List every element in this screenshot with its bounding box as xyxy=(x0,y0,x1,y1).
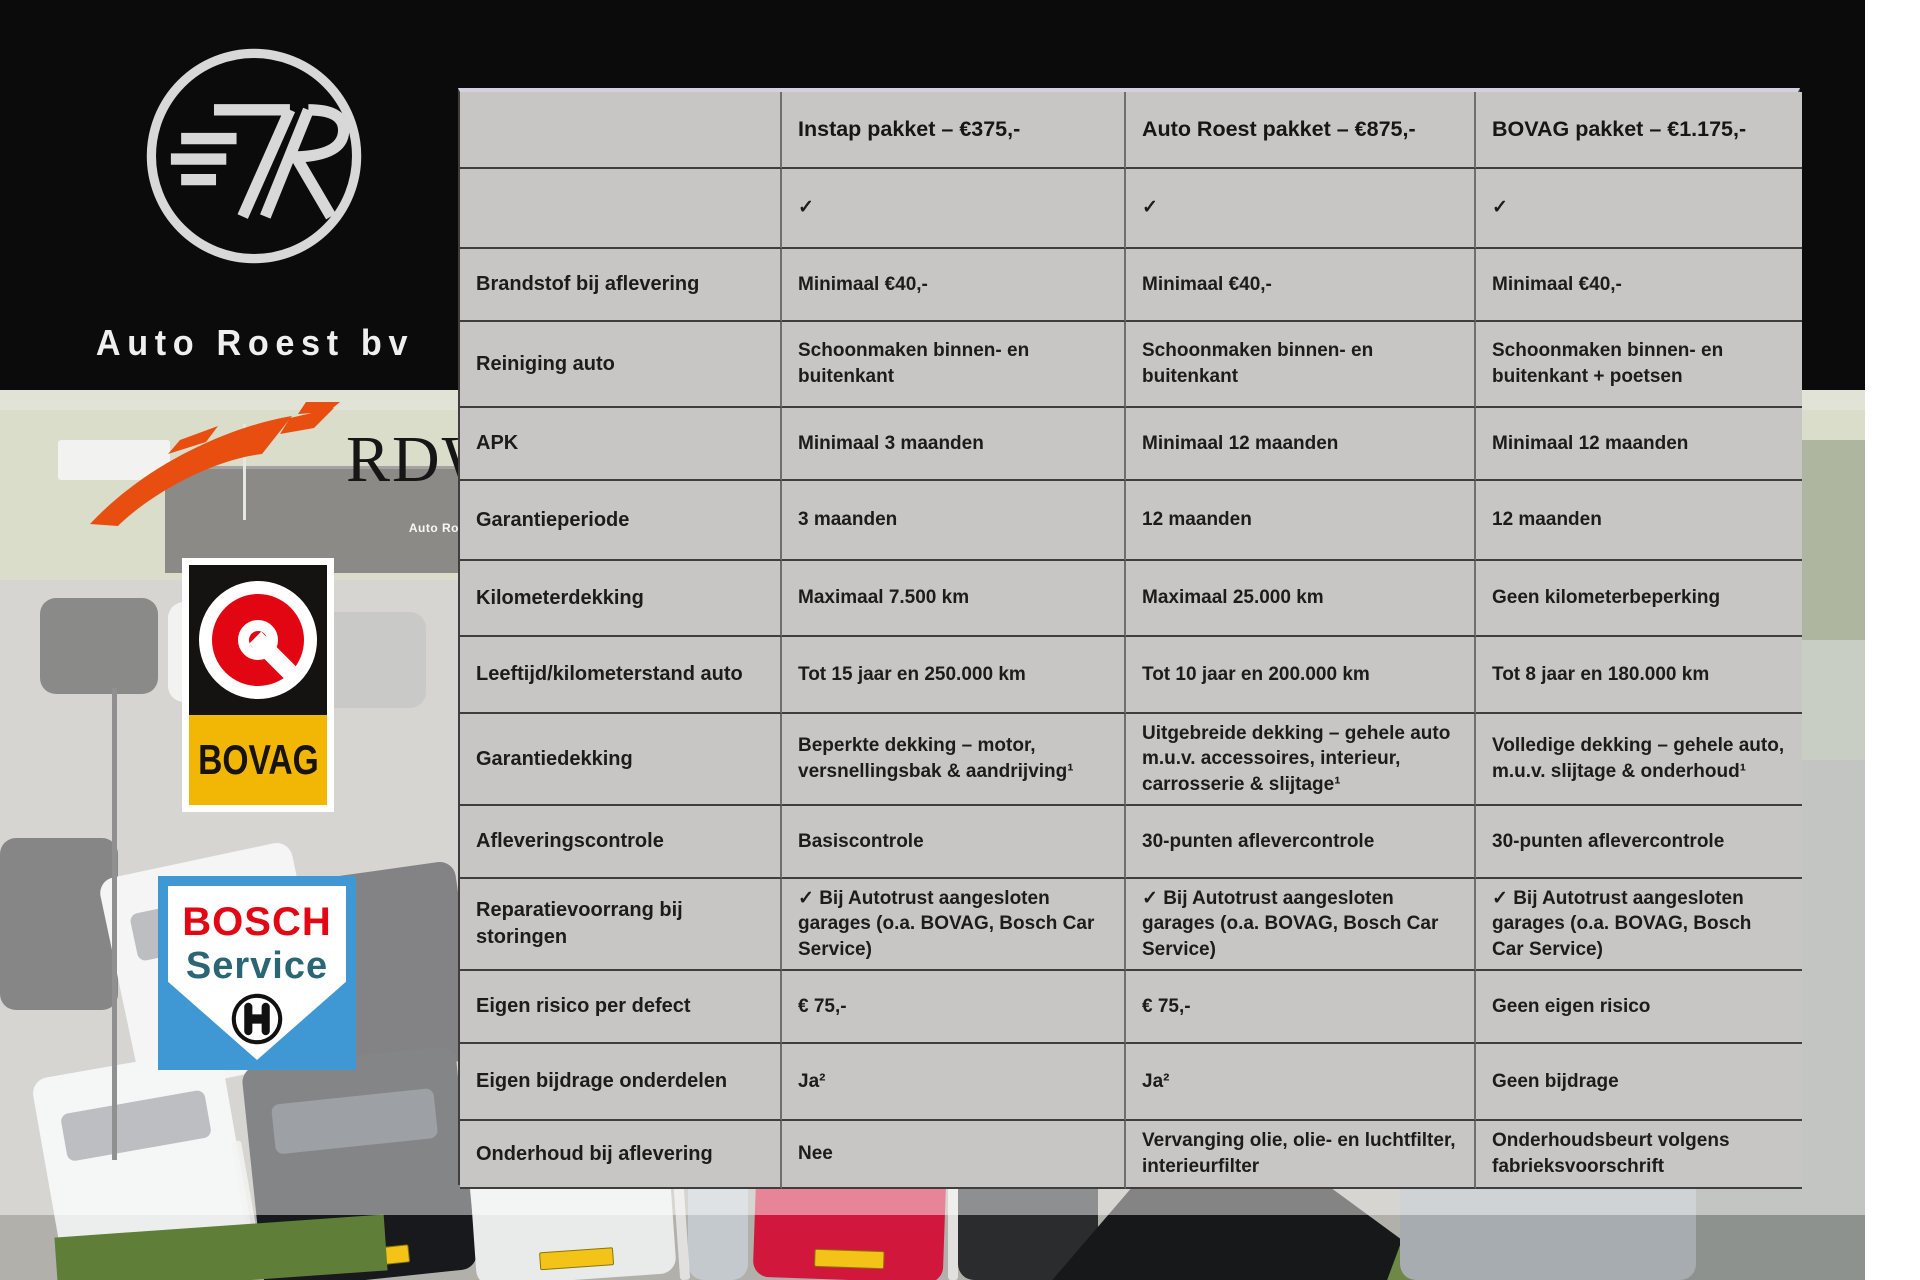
table-corner-cell xyxy=(460,92,782,169)
row-label-cell: Kilometerdekking xyxy=(460,561,782,637)
value-cell: ✓ Bij Autotrust aangesloten garages (o.a… xyxy=(782,879,1126,971)
row-label-cell: Garantieperiode xyxy=(460,481,782,561)
row-label-cell: APK xyxy=(460,408,782,481)
value-cell: Basiscontrole xyxy=(782,806,1126,879)
row-label-cell: Onderhoud bij aflevering xyxy=(460,1121,782,1189)
value-cell: 12 maanden xyxy=(1476,481,1802,561)
value-cell: Minimaal 12 maanden xyxy=(1476,408,1802,481)
row-label-cell: Reparatievoorrang bij storingen xyxy=(460,879,782,971)
value-cell: Tot 15 jaar en 250.000 km xyxy=(782,637,1126,714)
row-label-cell: Brandstof bij aflevering xyxy=(460,249,782,322)
auto-roest-logo: Auto Roest bv xyxy=(70,30,440,380)
value-cell: Tot 10 jaar en 200.000 km xyxy=(1126,637,1476,714)
value-cell: ✓ xyxy=(1476,169,1802,249)
value-cell: Schoonmaken binnen- en buitenkant xyxy=(782,322,1126,408)
row-label-cell xyxy=(460,169,782,249)
row-label-cell: Leeftijd/kilometerstand auto xyxy=(460,637,782,714)
bosch-service-label: Service xyxy=(185,945,329,987)
value-cell: Volledige dekking – gehele auto, m.u.v. … xyxy=(1476,714,1802,806)
bovag-hub xyxy=(238,620,278,660)
value-cell: € 75,- xyxy=(1126,971,1476,1044)
dealership-building: Auto Ro xyxy=(165,466,465,573)
bosch-shield: BOSCH Service xyxy=(168,886,346,1060)
value-cell: 30-punten aflevercontrole xyxy=(1126,806,1476,879)
value-cell: 30-punten aflevercontrole xyxy=(1476,806,1802,879)
value-cell: Minimaal €40,- xyxy=(1476,249,1802,322)
value-cell: ✓ Bij Autotrust aangesloten garages (o.a… xyxy=(1126,879,1476,971)
value-cell: ✓ Bij Autotrust aangesloten garages (o.a… xyxy=(1476,879,1802,971)
value-cell: Tot 8 jaar en 180.000 km xyxy=(1476,637,1802,714)
car-shape xyxy=(0,838,118,1010)
bosch-armature-icon xyxy=(231,993,283,1045)
value-cell: Ja² xyxy=(1126,1044,1476,1121)
value-cell: Geen bijdrage xyxy=(1476,1044,1802,1121)
package-header-cell: BOVAG pakket – €1.175,- xyxy=(1476,92,1802,169)
row-label-cell: Afleveringscontrole xyxy=(460,806,782,879)
auto-roest-name: Auto Roest bv xyxy=(95,322,415,363)
value-cell: Onderhoudsbeurt volgens fabrieksvoorschr… xyxy=(1476,1121,1802,1189)
value-cell: Uitgebreide dekking – gehele auto m.u.v.… xyxy=(1126,714,1476,806)
value-cell: Vervanging olie, olie- en luchtfilter, i… xyxy=(1126,1121,1476,1189)
row-label-cell: Eigen bijdrage onderdelen xyxy=(460,1044,782,1121)
row-label-cell: Garantiedekking xyxy=(460,714,782,806)
auto-roest-7r-monogram-icon xyxy=(146,48,362,264)
value-cell: Minimaal 12 maanden xyxy=(1126,408,1476,481)
value-cell: Geen kilometerbeperking xyxy=(1476,561,1802,637)
value-cell: Schoonmaken binnen- en buitenkant xyxy=(1126,322,1476,408)
package-header-cell: Auto Roest pakket – €875,- xyxy=(1126,92,1476,169)
light-pole-shape xyxy=(112,688,117,1160)
package-comparison-table: Instap pakket – €375,- Auto Roest pakket … xyxy=(458,88,1802,1189)
trees-shape xyxy=(1790,440,1865,660)
value-cell: Geen eigen risico xyxy=(1476,971,1802,1044)
value-cell: € 75,- xyxy=(782,971,1126,1044)
value-cell: 12 maanden xyxy=(1126,481,1476,561)
value-cell: ✓ xyxy=(1126,169,1476,249)
value-cell: Beperkte dekking – motor, versnellingsba… xyxy=(782,714,1126,806)
parking-line xyxy=(948,1170,958,1280)
bovag-wordmark-band: BOVAG xyxy=(189,715,327,805)
value-cell: 3 maanden xyxy=(782,481,1126,561)
bosch-service-logo: BOSCH Service xyxy=(158,876,356,1070)
bovag-emblem-icon xyxy=(189,565,327,715)
value-cell: Schoonmaken binnen- en buitenkant + poet… xyxy=(1476,322,1802,408)
rdw-logo: RDW xyxy=(84,402,504,530)
car-shape xyxy=(40,598,158,694)
bovag-wordmark: BOVAG xyxy=(197,736,319,783)
row-label-cell: Reiniging auto xyxy=(460,322,782,408)
value-cell: Minimaal €40,- xyxy=(782,249,1126,322)
value-cell: Ja² xyxy=(782,1044,1126,1121)
value-cell: Minimaal €40,- xyxy=(1126,249,1476,322)
pole-shape xyxy=(243,424,246,520)
package-header-cell: Instap pakket – €375,- xyxy=(782,92,1126,169)
value-cell: Nee xyxy=(782,1121,1126,1189)
rdw-wing-icon xyxy=(90,402,340,526)
value-cell: Maximaal 25.000 km xyxy=(1126,561,1476,637)
row-label-cell: Eigen risico per defect xyxy=(460,971,782,1044)
value-cell: Maximaal 7.500 km xyxy=(782,561,1126,637)
value-cell: Minimaal 3 maanden xyxy=(782,408,1126,481)
building-sign: Auto Ro xyxy=(408,521,459,535)
bovag-logo: BOVAG xyxy=(182,558,334,812)
value-cell: ✓ xyxy=(782,169,1126,249)
bosch-wordmark: BOSCH xyxy=(182,900,332,944)
